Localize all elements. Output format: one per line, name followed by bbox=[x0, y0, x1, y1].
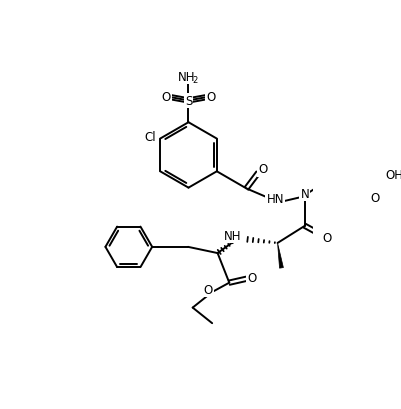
Polygon shape bbox=[277, 243, 283, 269]
Text: O: O bbox=[203, 283, 213, 297]
Text: O: O bbox=[369, 192, 379, 205]
Text: 2: 2 bbox=[192, 76, 198, 85]
Text: NH: NH bbox=[178, 71, 195, 83]
Text: S: S bbox=[184, 94, 192, 108]
Text: Cl: Cl bbox=[144, 130, 156, 144]
Text: NH: NH bbox=[223, 229, 240, 242]
Text: O: O bbox=[322, 231, 331, 245]
Text: N: N bbox=[300, 187, 308, 200]
Text: O: O bbox=[206, 91, 215, 104]
Text: O: O bbox=[161, 91, 170, 104]
Text: OH: OH bbox=[385, 169, 401, 182]
Text: HN: HN bbox=[266, 193, 283, 206]
Text: O: O bbox=[247, 272, 256, 285]
Text: O: O bbox=[257, 163, 267, 176]
